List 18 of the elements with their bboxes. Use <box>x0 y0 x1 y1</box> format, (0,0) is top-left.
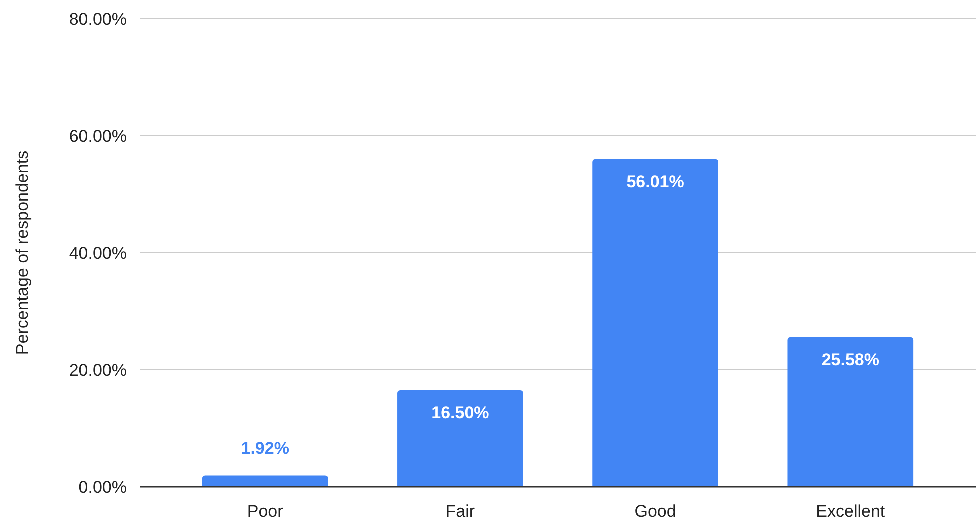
text: 56.01% <box>626 172 684 192</box>
bar <box>788 337 914 487</box>
x-tick-label: Fair <box>446 502 476 520</box>
text: 16.50% <box>432 403 490 422</box>
bar <box>592 159 718 487</box>
y-tick-label: 0.00% <box>78 478 127 497</box>
y-tick-label: 80.00% <box>69 10 127 29</box>
text: 1.92% <box>241 438 290 458</box>
x-tick-label: Good <box>634 502 676 520</box>
x-tick-label: Poor <box>247 502 284 520</box>
y-tick-label: 60.00% <box>69 126 127 146</box>
y-tick-label: 40.00% <box>69 244 127 263</box>
y-axis-title: Percentage of respondents <box>13 150 32 356</box>
text: 25.58% <box>822 350 880 370</box>
x-tick-label: Excellent <box>816 502 886 520</box>
bar <box>202 476 328 487</box>
y-tick-label: 20.00% <box>69 360 127 380</box>
bar <box>398 390 524 487</box>
